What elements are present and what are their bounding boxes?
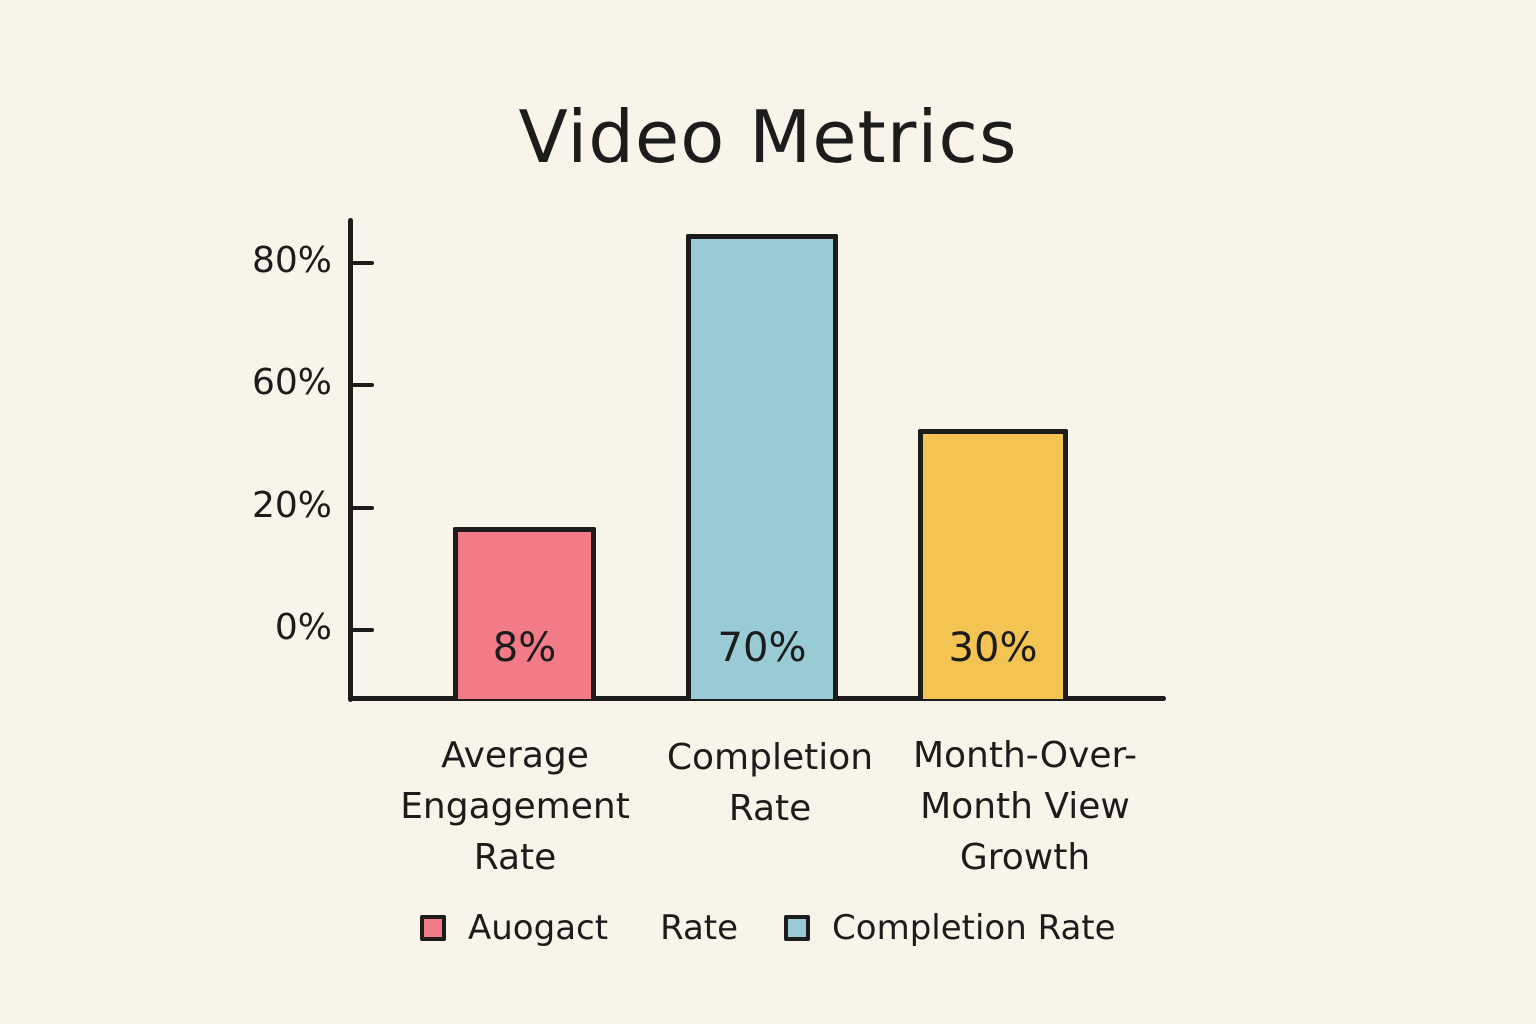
y-tick-label: 60% bbox=[251, 362, 332, 403]
category-label-line: Rate bbox=[728, 788, 812, 829]
bar-completion-rate: 70% bbox=[686, 234, 838, 699]
bar-value-label: 70% bbox=[717, 625, 807, 671]
category-label-completion-rate: Completion Rate bbox=[650, 732, 890, 834]
y-tick-label: 0% bbox=[274, 607, 332, 648]
y-tick-label: 80% bbox=[251, 240, 332, 281]
legend-swatch-pink bbox=[420, 915, 446, 941]
category-label-line: Growth bbox=[959, 837, 1091, 878]
legend-label-2: Completion Rate bbox=[832, 908, 1116, 948]
y-axis-line bbox=[348, 218, 353, 702]
legend: Auogact Rate Completion Rate bbox=[420, 908, 1116, 948]
y-tick-20 bbox=[350, 506, 374, 510]
category-label-line: Rate bbox=[473, 837, 557, 878]
category-label-average-engagement-rate: Average Engagement Rate bbox=[390, 730, 640, 883]
y-tick-0 bbox=[350, 628, 374, 632]
bar-month-over-month-growth: 30% bbox=[918, 429, 1068, 699]
category-label-line: Month View bbox=[920, 786, 1130, 827]
category-label-month-over-month-growth: Month-Over- Month View Growth bbox=[895, 730, 1155, 883]
chart-title: Video Metrics bbox=[518, 95, 1018, 179]
category-label-line: Month-Over- bbox=[912, 735, 1138, 776]
bar-value-label: 30% bbox=[948, 625, 1038, 671]
y-tick-80 bbox=[350, 261, 374, 265]
y-tick-60 bbox=[350, 383, 374, 387]
legend-label-1a: Auogact bbox=[468, 908, 609, 948]
legend-swatch-blue bbox=[784, 915, 811, 941]
y-tick-label: 20% bbox=[251, 485, 332, 526]
bar-value-label: 8% bbox=[492, 625, 557, 671]
category-label-line: Engagement bbox=[400, 786, 630, 827]
legend-label-1b: Rate bbox=[660, 908, 739, 948]
bar-average-engagement-rate: 8% bbox=[453, 527, 596, 699]
category-label-line: Average bbox=[441, 735, 589, 776]
category-label-line: Completion bbox=[666, 737, 874, 778]
